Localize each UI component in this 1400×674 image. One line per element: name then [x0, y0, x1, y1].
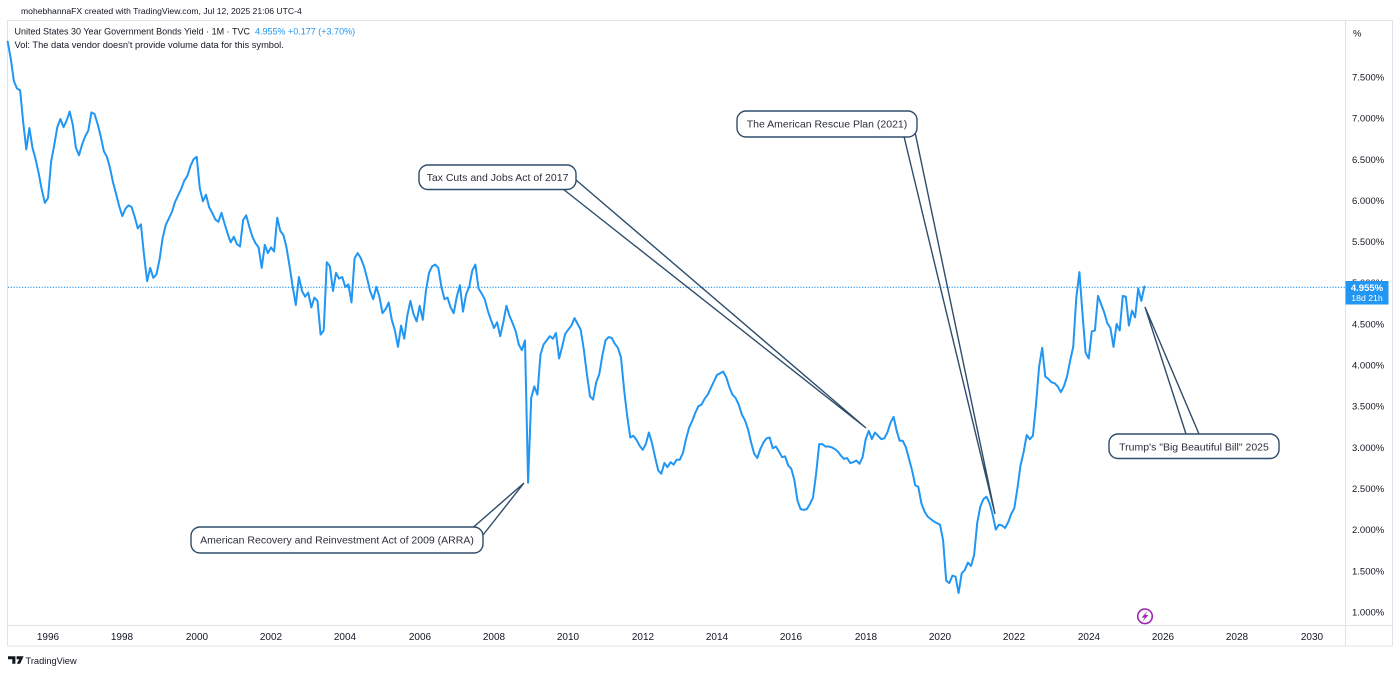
svg-text:%: %: [1353, 29, 1362, 40]
svg-text:4.000%: 4.000%: [1352, 361, 1385, 372]
svg-text:4.500%: 4.500%: [1352, 319, 1385, 330]
svg-text:United States 30 Year Governme: United States 30 Year Government Bonds Y…: [15, 27, 251, 37]
svg-text:2020: 2020: [929, 632, 952, 643]
svg-text:7.500%: 7.500%: [1352, 73, 1385, 84]
svg-text:2014: 2014: [706, 632, 729, 643]
svg-text:3.500%: 3.500%: [1352, 402, 1385, 413]
svg-text:6.000%: 6.000%: [1352, 196, 1385, 207]
svg-text:5.500%: 5.500%: [1352, 237, 1385, 248]
svg-text:2022: 2022: [1003, 632, 1026, 643]
svg-text:2008: 2008: [483, 632, 506, 643]
svg-text:2030: 2030: [1301, 632, 1324, 643]
svg-text:2002: 2002: [260, 632, 283, 643]
svg-text:4.955% +0.177 (+3.70%): 4.955% +0.177 (+3.70%): [255, 27, 355, 37]
svg-text:18d 21h: 18d 21h: [1351, 293, 1383, 303]
svg-text:2010: 2010: [557, 632, 580, 643]
svg-text:2004: 2004: [334, 632, 357, 643]
svg-text:2028: 2028: [1226, 632, 1249, 643]
svg-text:2018: 2018: [855, 632, 878, 643]
svg-text:Vol: The data vendor doesn't p: Vol: The data vendor doesn't provide vol…: [15, 40, 284, 50]
svg-text:1.500%: 1.500%: [1352, 566, 1385, 577]
svg-text:2006: 2006: [409, 632, 432, 643]
svg-text:1998: 1998: [111, 632, 134, 643]
svg-text:7.000%: 7.000%: [1352, 114, 1385, 125]
svg-text:The American Rescue Plan (2021: The American Rescue Plan (2021): [747, 119, 908, 131]
svg-text:3.000%: 3.000%: [1352, 443, 1385, 454]
svg-text:Tax Cuts and Jobs Act of 2017: Tax Cuts and Jobs Act of 2017: [427, 172, 569, 184]
svg-text:2016: 2016: [780, 632, 803, 643]
svg-text:1.000%: 1.000%: [1352, 607, 1385, 618]
svg-text:2.500%: 2.500%: [1352, 484, 1385, 495]
svg-text:2012: 2012: [632, 632, 655, 643]
svg-text:2.000%: 2.000%: [1352, 525, 1385, 536]
svg-text:mohebhannaFX created with Trad: mohebhannaFX created with TradingView.co…: [21, 6, 302, 16]
svg-text:2000: 2000: [186, 632, 209, 643]
svg-text:Trump's "Big Beautiful Bill" 2: Trump's "Big Beautiful Bill" 2025: [1119, 441, 1269, 453]
svg-text:2026: 2026: [1152, 632, 1175, 643]
svg-text:1996: 1996: [37, 632, 60, 643]
svg-text:6.500%: 6.500%: [1352, 155, 1385, 166]
svg-text:4.955%: 4.955%: [1351, 283, 1384, 294]
svg-text:2024: 2024: [1078, 632, 1101, 643]
svg-text:American Recovery and Reinvest: American Recovery and Reinvestment Act o…: [200, 535, 474, 547]
svg-text:TradingView: TradingView: [26, 656, 77, 666]
